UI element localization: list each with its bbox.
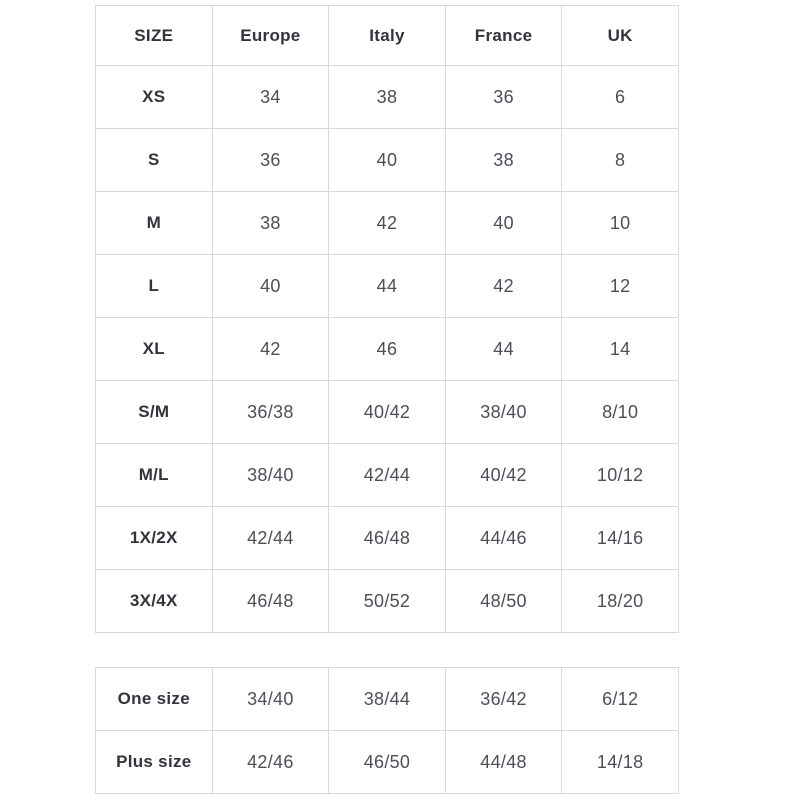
data-cell: 8/10 <box>561 380 679 444</box>
data-cell: 46/48 <box>328 506 446 570</box>
data-cell: 10/12 <box>561 443 679 507</box>
data-cell: 42 <box>211 317 330 381</box>
row-label: L <box>95 254 213 318</box>
data-cell: 44/48 <box>444 730 563 794</box>
data-cell: 42 <box>328 191 446 255</box>
data-cell: 44/46 <box>444 506 563 570</box>
data-cell: 40/42 <box>328 380 446 444</box>
data-cell: 40 <box>444 191 563 255</box>
data-cell: 36 <box>444 65 563 129</box>
data-cell: 38/40 <box>211 443 330 507</box>
data-cell: 48/50 <box>444 569 563 633</box>
data-cell: 10 <box>561 191 679 255</box>
column-header: France <box>444 5 563 66</box>
data-cell: 38/40 <box>444 380 563 444</box>
table-row: XS 34 38 36 6 <box>95 65 679 129</box>
data-cell: 42/44 <box>211 506 330 570</box>
data-cell: 8 <box>561 128 679 192</box>
table-row: 1X/2X 42/44 46/48 44/46 14/16 <box>95 506 679 570</box>
data-cell: 46 <box>328 317 446 381</box>
header-row: SIZE Europe Italy France UK <box>95 5 679 66</box>
row-label: S <box>95 128 213 192</box>
data-cell: 38/44 <box>328 667 446 731</box>
table-row: Plus size 42/46 46/50 44/48 14/18 <box>95 730 679 794</box>
data-cell: 40 <box>328 128 446 192</box>
data-cell: 36/42 <box>444 667 563 731</box>
table-row: S 36 40 38 8 <box>95 128 679 192</box>
one-size-plus-size-table: One size 34/40 38/44 36/42 6/12 Plus size 42/4… <box>95 667 679 794</box>
table-row: S/M 36/38 40/42 38/40 8/10 <box>95 380 679 444</box>
table-row: L 40 44 42 12 <box>95 254 679 318</box>
table-row: M 38 42 40 10 <box>95 191 679 255</box>
data-cell: 44 <box>444 317 563 381</box>
table-row: 3X/4X 46/48 50/52 48/50 18/20 <box>95 569 679 633</box>
data-cell: 14/16 <box>561 506 679 570</box>
data-cell: 6/12 <box>561 667 679 731</box>
data-cell: 38 <box>328 65 446 129</box>
data-cell: 44 <box>328 254 446 318</box>
data-cell: 6 <box>561 65 679 129</box>
data-cell: 38 <box>444 128 563 192</box>
row-label: S/M <box>95 380 213 444</box>
data-cell: 18/20 <box>561 569 679 633</box>
data-cell: 50/52 <box>328 569 446 633</box>
table-row: One size 34/40 38/44 36/42 6/12 <box>95 667 679 731</box>
data-cell: 46/48 <box>211 569 330 633</box>
data-cell: 42/44 <box>328 443 446 507</box>
data-cell: 40/42 <box>444 443 563 507</box>
column-header: SIZE <box>95 5 213 66</box>
data-cell: 14/18 <box>561 730 679 794</box>
table-row: M/L 38/40 42/44 40/42 10/12 <box>95 443 679 507</box>
data-cell: 12 <box>561 254 679 318</box>
table-row: XL 42 46 44 14 <box>95 317 679 381</box>
row-label: XL <box>95 317 213 381</box>
data-cell: 46/50 <box>328 730 446 794</box>
data-cell: 38 <box>211 191 330 255</box>
data-cell: 42 <box>444 254 563 318</box>
row-label: 1X/2X <box>95 506 213 570</box>
row-label: 3X/4X <box>95 569 213 633</box>
column-header: Europe <box>211 5 330 66</box>
row-label: One size <box>95 667 213 731</box>
data-cell: 34 <box>211 65 330 129</box>
row-label: Plus size <box>95 730 213 794</box>
row-label: M/L <box>95 443 213 507</box>
data-cell: 14 <box>561 317 679 381</box>
column-header: Italy <box>328 5 446 66</box>
data-cell: 34/40 <box>211 667 330 731</box>
data-cell: 40 <box>211 254 330 318</box>
row-label: XS <box>95 65 213 129</box>
column-header: UK <box>561 5 679 66</box>
data-cell: 36 <box>211 128 330 192</box>
size-chart-area: SIZE Europe Italy France UK XS 34 38 36 6 S 36 40 38 8… <box>95 5 679 794</box>
row-label: M <box>95 191 213 255</box>
size-conversion-table: SIZE Europe Italy France UK XS 34 38 36 6 S 36 40 38 8… <box>95 5 679 633</box>
data-cell: 42/46 <box>211 730 330 794</box>
data-cell: 36/38 <box>211 380 330 444</box>
